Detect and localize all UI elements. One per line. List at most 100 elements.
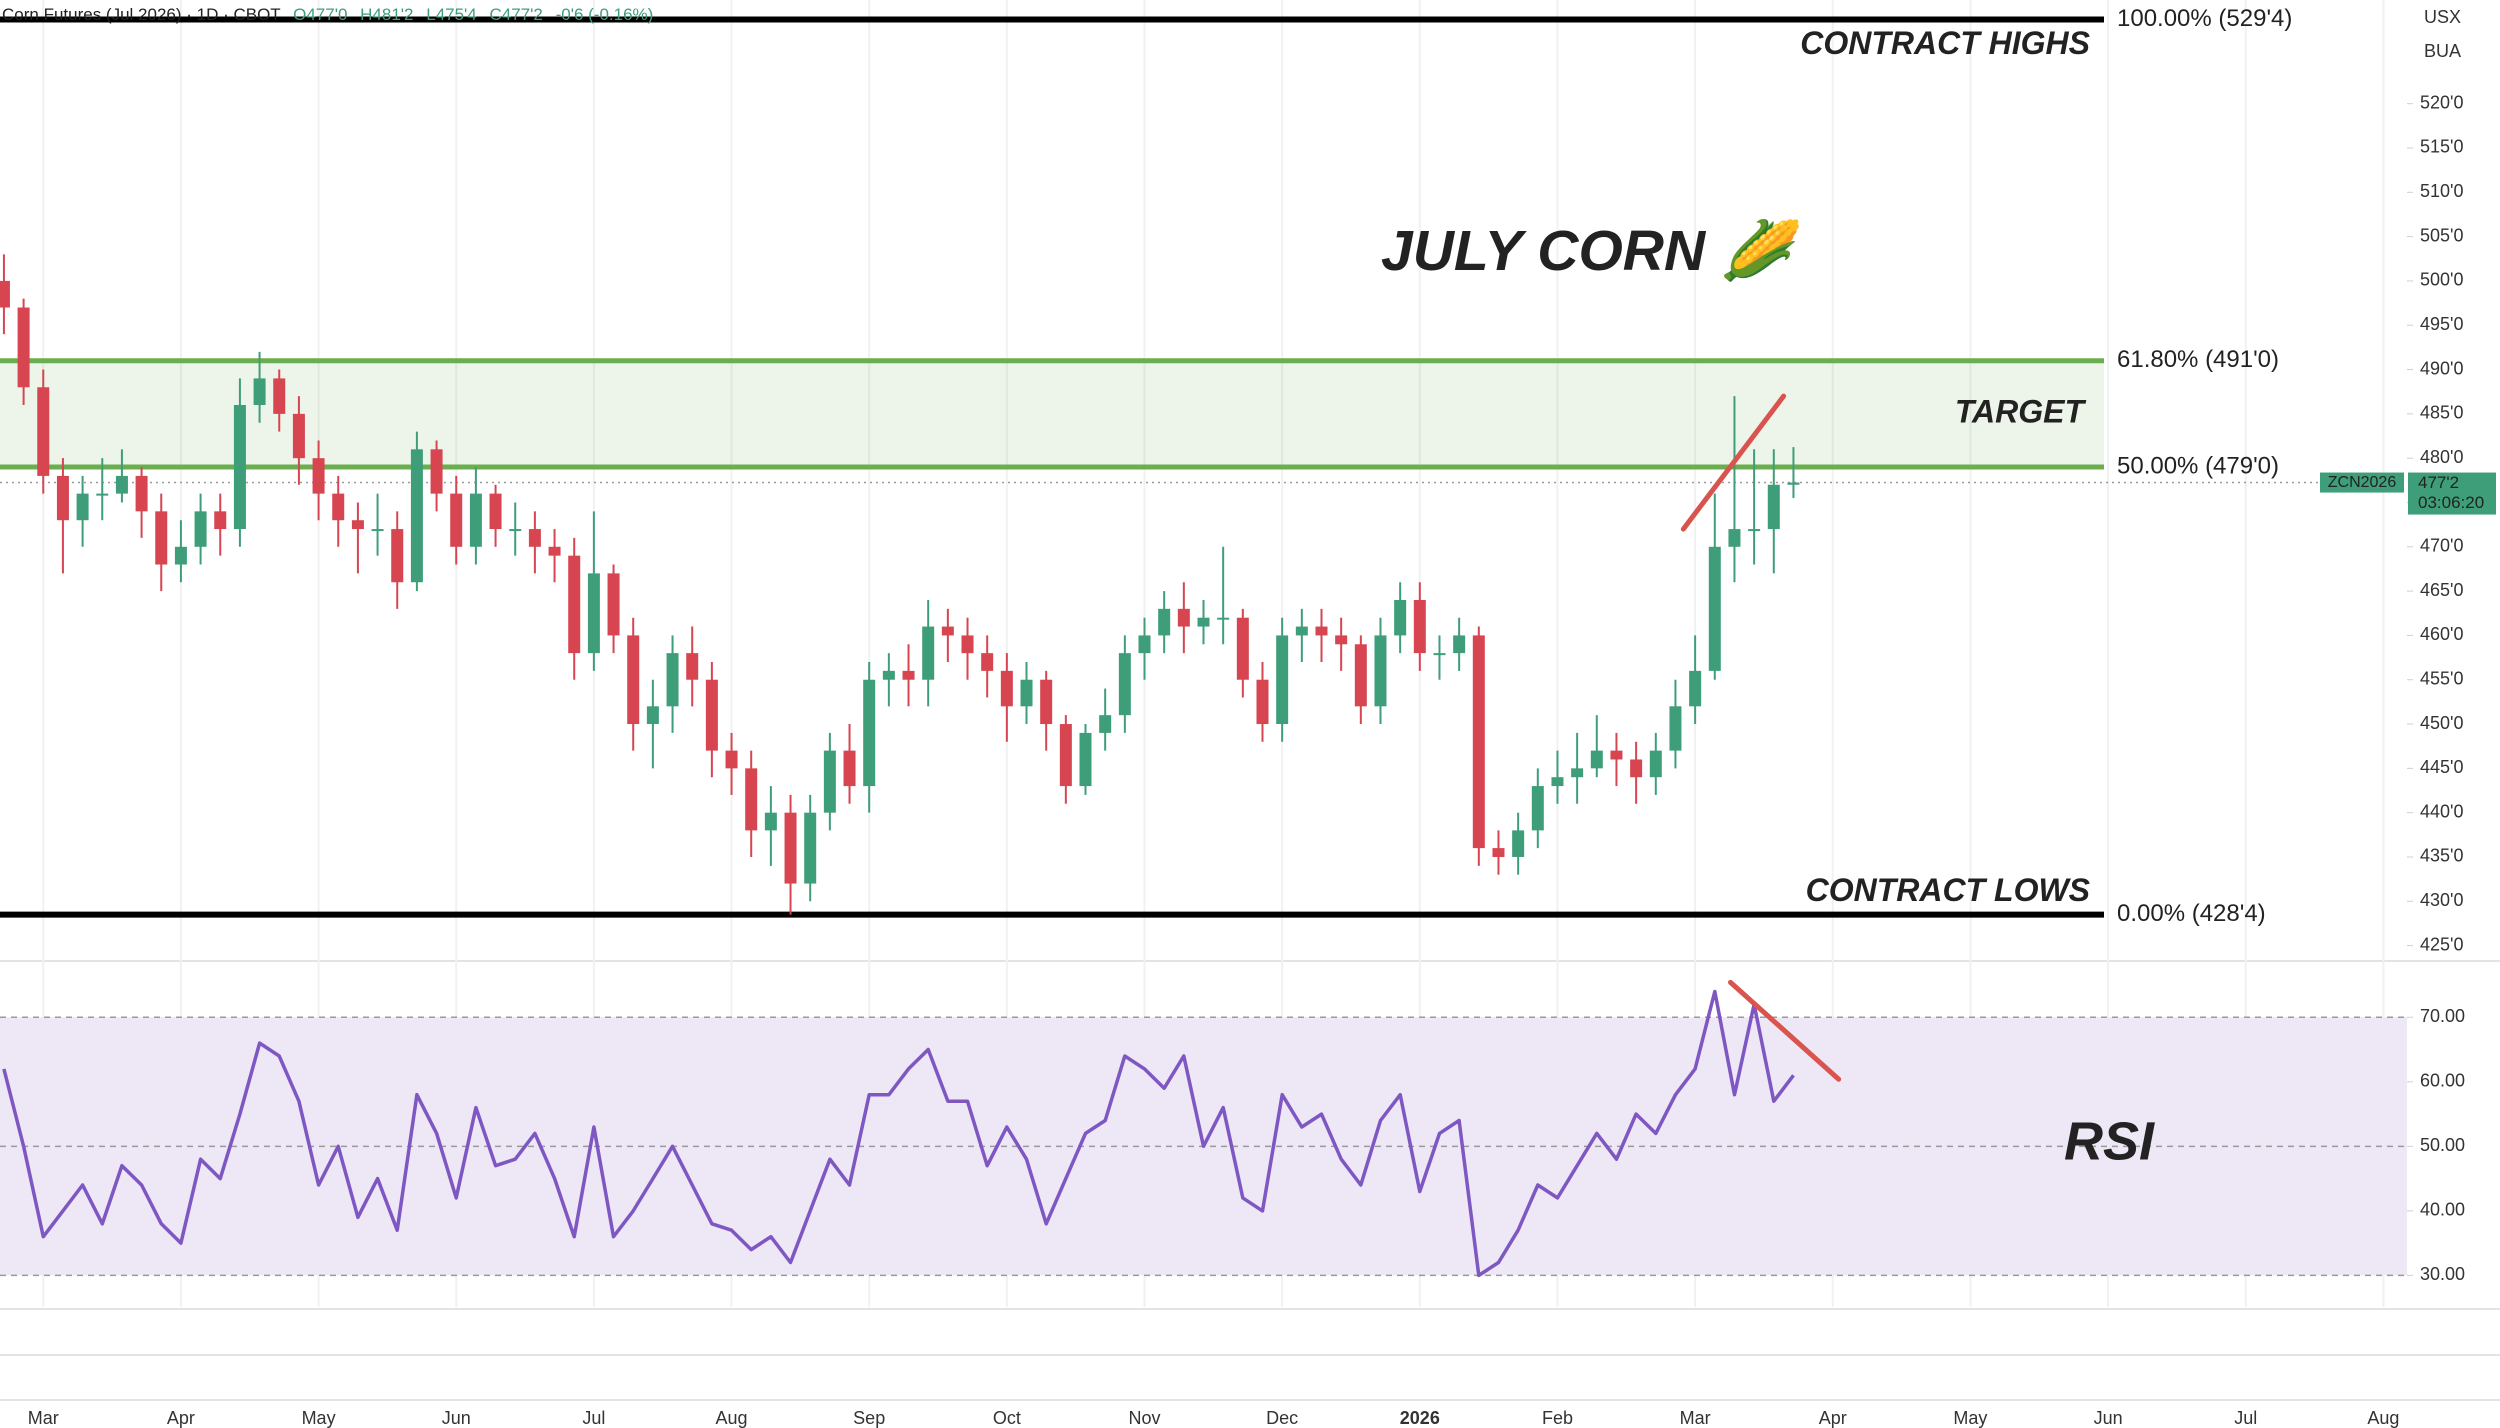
candle-body [1197,617,1210,627]
y-tick-label: 455'0 [2420,668,2463,688]
candle-body [174,546,187,565]
candle-body [450,493,463,547]
candle-body [1472,635,1485,849]
candle-body [1158,608,1171,636]
candle-body [115,475,128,494]
candle-body [1217,617,1230,620]
y-tick-label: 495'0 [2420,314,2463,334]
candle-body [1256,679,1269,725]
y-tick-label: 505'0 [2420,225,2463,245]
x-tick-label: Dec [1266,1408,1298,1428]
candle-body [312,458,325,494]
x-tick-label: Jun [442,1408,471,1428]
level-label: 61.80% (491'0) [2117,346,2279,373]
x-tick-label: Jun [2094,1408,2123,1428]
candle-body [214,511,227,530]
x-tick-label: Oct [993,1408,1021,1428]
candle-body [745,768,758,831]
candle-body [135,475,148,512]
x-tick-label: Nov [1128,1408,1160,1428]
grid [0,0,2413,1307]
candle-body [1059,724,1072,787]
candle-body [627,635,640,725]
candle-body [410,449,423,583]
candle-body [902,670,915,680]
candle-body [1512,830,1525,857]
header-high: H481'2 [360,5,413,24]
y-tick-label: 500'0 [2420,270,2463,290]
x-tick-label: Mar [28,1408,59,1428]
candle-body [332,493,345,521]
y-tick-label: 510'0 [2420,181,2463,201]
level-label: 0.00% (428'4) [2117,900,2266,927]
candle-body [194,511,207,547]
candle-body [509,529,522,532]
candle-body [587,573,600,654]
candle-body [391,529,404,583]
y-tick-label: 50.00 [2420,1135,2465,1155]
level-label: 50.00% (479'0) [2117,452,2279,479]
candle-body [1610,750,1623,760]
candle-body [1236,617,1249,680]
symbol-box [2320,472,2404,493]
y-tick-label: 480'0 [2420,447,2463,467]
candle-body [56,475,69,521]
x-tick-label: 2026 [1400,1408,1440,1428]
candle-body [1787,482,1800,485]
candle-body [1276,635,1289,725]
candle-body [1689,670,1702,707]
currency: USX [2424,7,2461,27]
candle-body [725,750,738,769]
candle-body [233,405,246,530]
unit: BUA [2424,41,2461,61]
candle-body [292,413,305,459]
zone-label: TARGET [1955,393,2087,429]
candle-body [489,493,502,530]
countdown-label: 03:06:20 [2418,493,2484,512]
x-tick-label: Mar [1680,1408,1711,1428]
labels: Mar Apr May Jun Jul Aug Sep Oct Nov Dec 2026 Feb Mar… [28,5,2496,1428]
candle-body [922,626,935,680]
y-tick-label: 490'0 [2420,358,2463,378]
candle-body [568,555,581,654]
candle-body [1669,706,1682,751]
candle-body [37,387,50,476]
candle-body [1748,529,1761,532]
header-change: -0'6 (-0.16%) [556,5,654,24]
candle-body [1649,750,1662,778]
header-open: O477'0 [293,5,347,24]
candle-body [607,573,620,636]
candle-body [981,653,994,671]
candle-body [1118,653,1131,716]
candle-body [1295,626,1308,636]
candle-body [863,679,876,787]
level-label: 100.00% (529'4) [2117,5,2292,32]
y-tick-label: 485'0 [2420,403,2463,423]
y-tick-label: 470'0 [2420,536,2463,556]
trend-line [1680,393,1787,532]
candle-body [351,520,364,530]
candle-body [823,750,836,813]
candle-body [1079,732,1092,787]
x-tick-label: Jul [582,1408,605,1428]
candle-body [686,653,699,680]
y-tick-label: 435'0 [2420,846,2463,866]
candle-body [1177,608,1190,627]
candle-body [1590,750,1603,769]
y-tick-label: 60.00 [2420,1071,2465,1091]
chart-title: JULY CORN 🌽 [1381,216,1803,283]
candle-body [1767,484,1780,530]
candle-body [253,378,266,406]
candle-body [1708,546,1721,671]
candle-body [705,679,718,751]
candle-body [1531,786,1544,831]
candle-body [1433,653,1446,656]
candle-body [666,653,679,707]
candle-body [882,670,895,680]
x-tick-label: Aug [716,1408,748,1428]
candle-body [1492,848,1505,857]
candle-body [1394,599,1407,636]
y-tick-label: 430'0 [2420,890,2463,910]
header-title: Corn Futures (Jul 2026) · 1D · CBOT [2,5,280,24]
